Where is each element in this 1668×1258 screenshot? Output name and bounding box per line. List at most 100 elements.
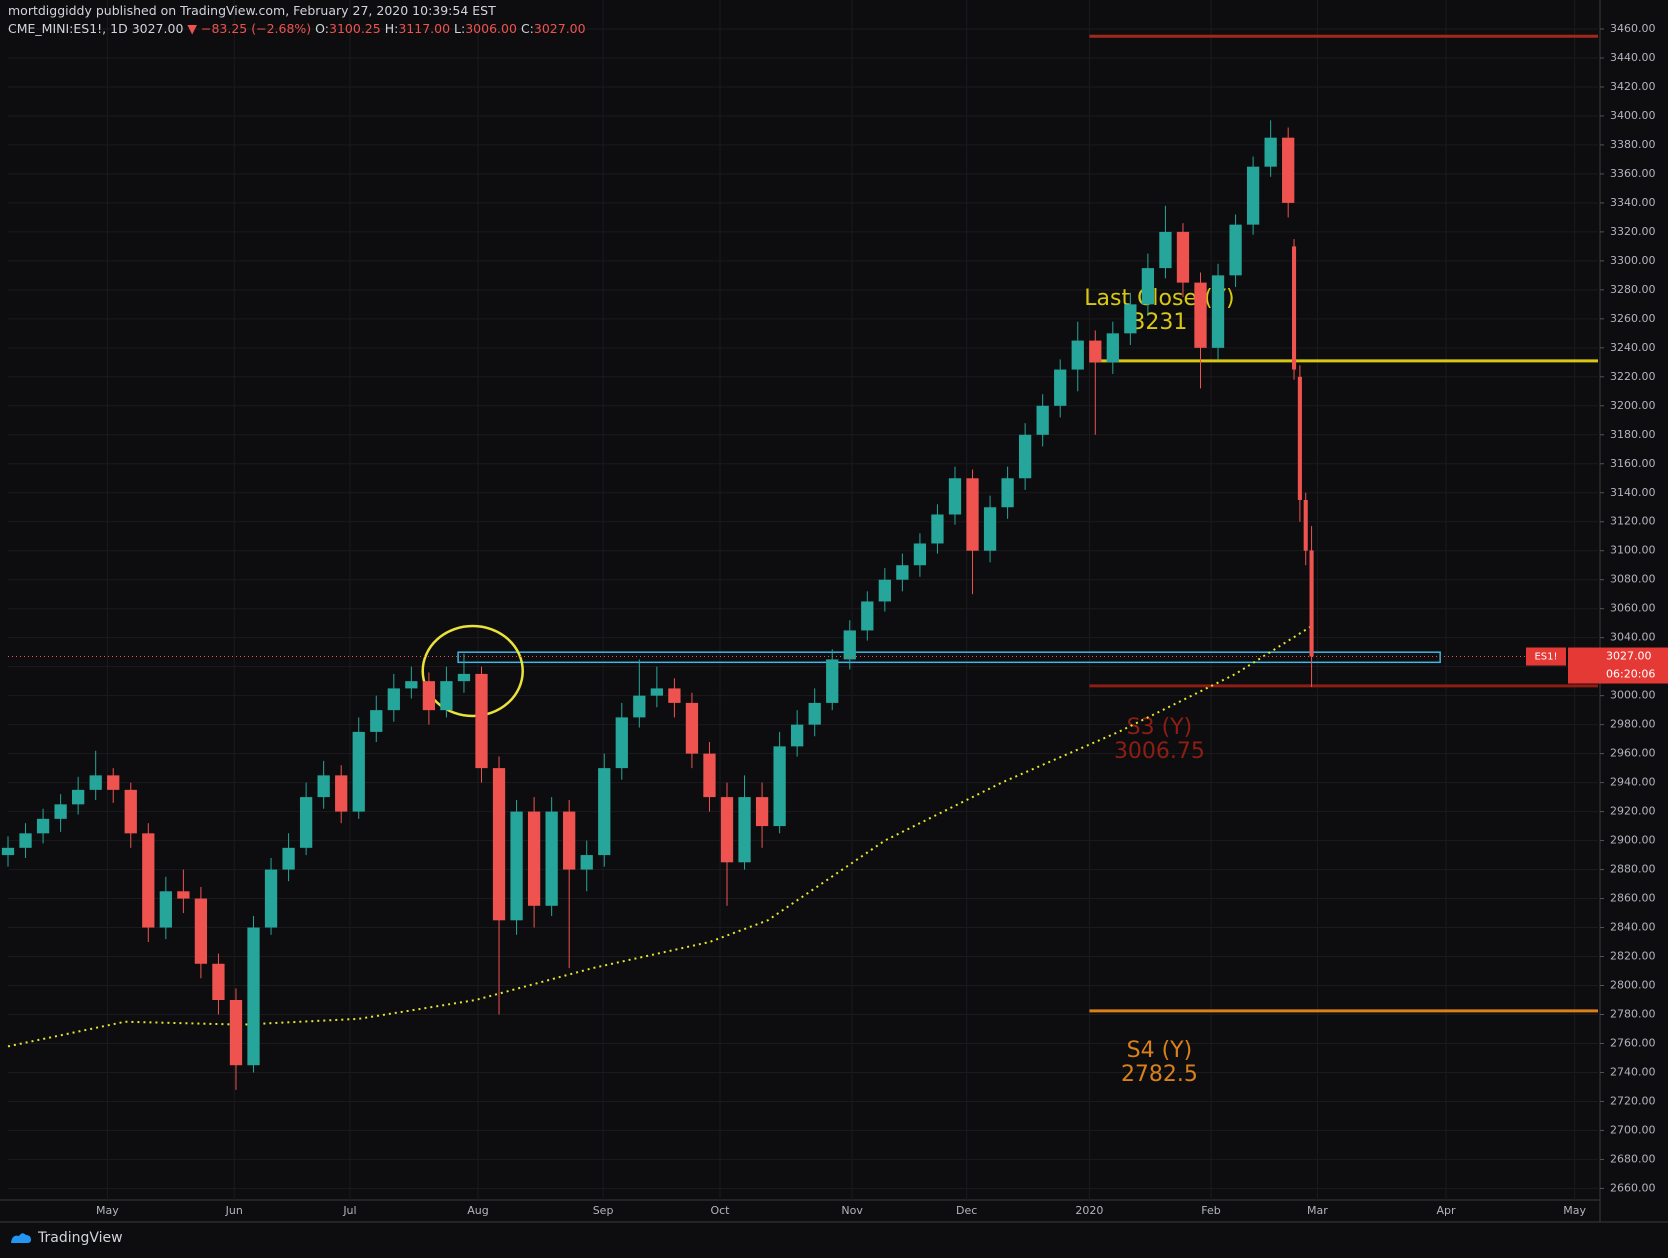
candle-body [1018,434,1032,479]
candle-body [1211,275,1225,348]
candle-body [563,811,576,870]
ohlc-value: 3100.25 [329,21,381,36]
candle-body [878,579,891,602]
candle-body [177,891,190,899]
candle-body [194,898,208,964]
y-tick-label: 3240.00 [1610,341,1656,354]
countdown: 06:20:06 [1606,668,1655,681]
ohlc-value: 3027.00 [533,21,586,36]
candle-body [422,681,436,711]
symbol-label: ES1! [1534,652,1557,663]
y-tick-label: 2920.00 [1610,805,1656,818]
candle-body [299,797,313,848]
candle-body [107,775,120,790]
candle-body [861,601,874,631]
ohlc-label: O: [315,21,330,36]
candle-body [352,731,365,812]
logo [11,1233,31,1243]
y-tick-label: 3260.00 [1610,312,1656,325]
ohlc-label: L: [454,21,466,36]
candle-body [545,811,558,906]
candle-body [966,478,979,551]
candle-body [650,688,663,696]
y-tick-label: 3320.00 [1610,225,1656,238]
candle-body [1246,166,1260,225]
candle-body [1036,405,1049,435]
x-tick-label: Apr [1436,1204,1456,1217]
y-tick-label: 3380.00 [1610,138,1656,151]
candle-body [720,797,734,863]
candle-body [580,855,593,870]
y-tick-label: 3080.00 [1610,573,1656,586]
candle-body [615,717,628,769]
candle-body [843,630,856,660]
author-line: mortdiggiddy published on TradingView.co… [8,3,496,18]
y-tick-label: 2760.00 [1610,1036,1656,1049]
y-tick-label: 2780.00 [1610,1007,1656,1020]
candle-body [1141,268,1155,305]
candle-body [36,818,50,834]
level-value: 3006.75 [1114,739,1205,764]
candle-body [685,702,699,754]
symbol-line: CME_MINI:ES1!, 1D 3027.00 ▼ −83.25 (−2.68%… [8,21,594,36]
x-tick-label: Jul [342,1204,356,1217]
y-tick-label: 3180.00 [1610,428,1656,441]
candle-body [527,811,541,906]
y-tick-label: 2980.00 [1610,718,1656,731]
change: ▼ −83.25 (−2.68%) [187,21,312,36]
y-tick-label: 3060.00 [1610,602,1656,615]
y-tick-label: 3300.00 [1610,254,1656,267]
candle-body [124,789,137,834]
x-tick-label: Sep [593,1204,614,1217]
grid [8,0,1598,1200]
y-tick-label: 2940.00 [1610,776,1656,789]
candle-body [1229,224,1242,276]
candle-body [457,673,471,682]
candle-body [72,789,85,805]
y-tick-label: 3420.00 [1610,80,1656,93]
candle-body [317,775,330,798]
candle-body [370,710,383,732]
level-name: Last Close (Y) [1084,286,1234,311]
candle-body [159,891,172,928]
x-tick-label: May [1563,1204,1586,1217]
candle-body [896,565,909,580]
candle-body [335,775,348,812]
candle-body [738,797,751,863]
candle-body [1124,304,1137,334]
y-tick-label: 2800.00 [1610,979,1656,992]
y-tick-label: 3340.00 [1610,196,1656,209]
candle-body [633,695,646,718]
footer[interactable]: TradingView [10,1230,123,1246]
candle-body [264,869,278,928]
candle-body [440,681,453,711]
y-tick-label: 3000.00 [1610,689,1656,702]
candle-body [791,724,804,747]
brand: TradingView [38,1230,123,1246]
candle-body [913,543,927,566]
candle-body [773,746,786,827]
last: 3027.00 [131,21,184,36]
candle-body [19,833,32,848]
y-tick-label: 3400.00 [1610,109,1656,122]
x-tick-label: Oct [710,1204,730,1217]
candle-body [948,478,962,515]
candle-body [808,702,821,725]
x-tick-label: Jun [225,1204,243,1217]
x-tick-label: Feb [1201,1204,1220,1217]
y-tick-label: 3160.00 [1610,457,1656,470]
candle-body [1309,550,1314,657]
level-value: 2782.5 [1121,1062,1198,1087]
x-tick-label: Mar [1307,1204,1328,1217]
candle-body [931,514,944,544]
candle-body [212,963,225,1000]
candle-body [703,753,716,798]
candle-body [598,768,611,856]
candle-body [755,797,769,827]
x-tick-label: Dec [956,1204,977,1217]
candle-body [1291,246,1297,370]
y-tick-label: 2820.00 [1610,950,1656,963]
x-tick-label: Nov [841,1204,863,1217]
ohlc: O:3100.25 H:3117.00 L:3006.00 C:3027.00 [315,21,589,36]
ohlc-value: 3006.00 [465,21,517,36]
